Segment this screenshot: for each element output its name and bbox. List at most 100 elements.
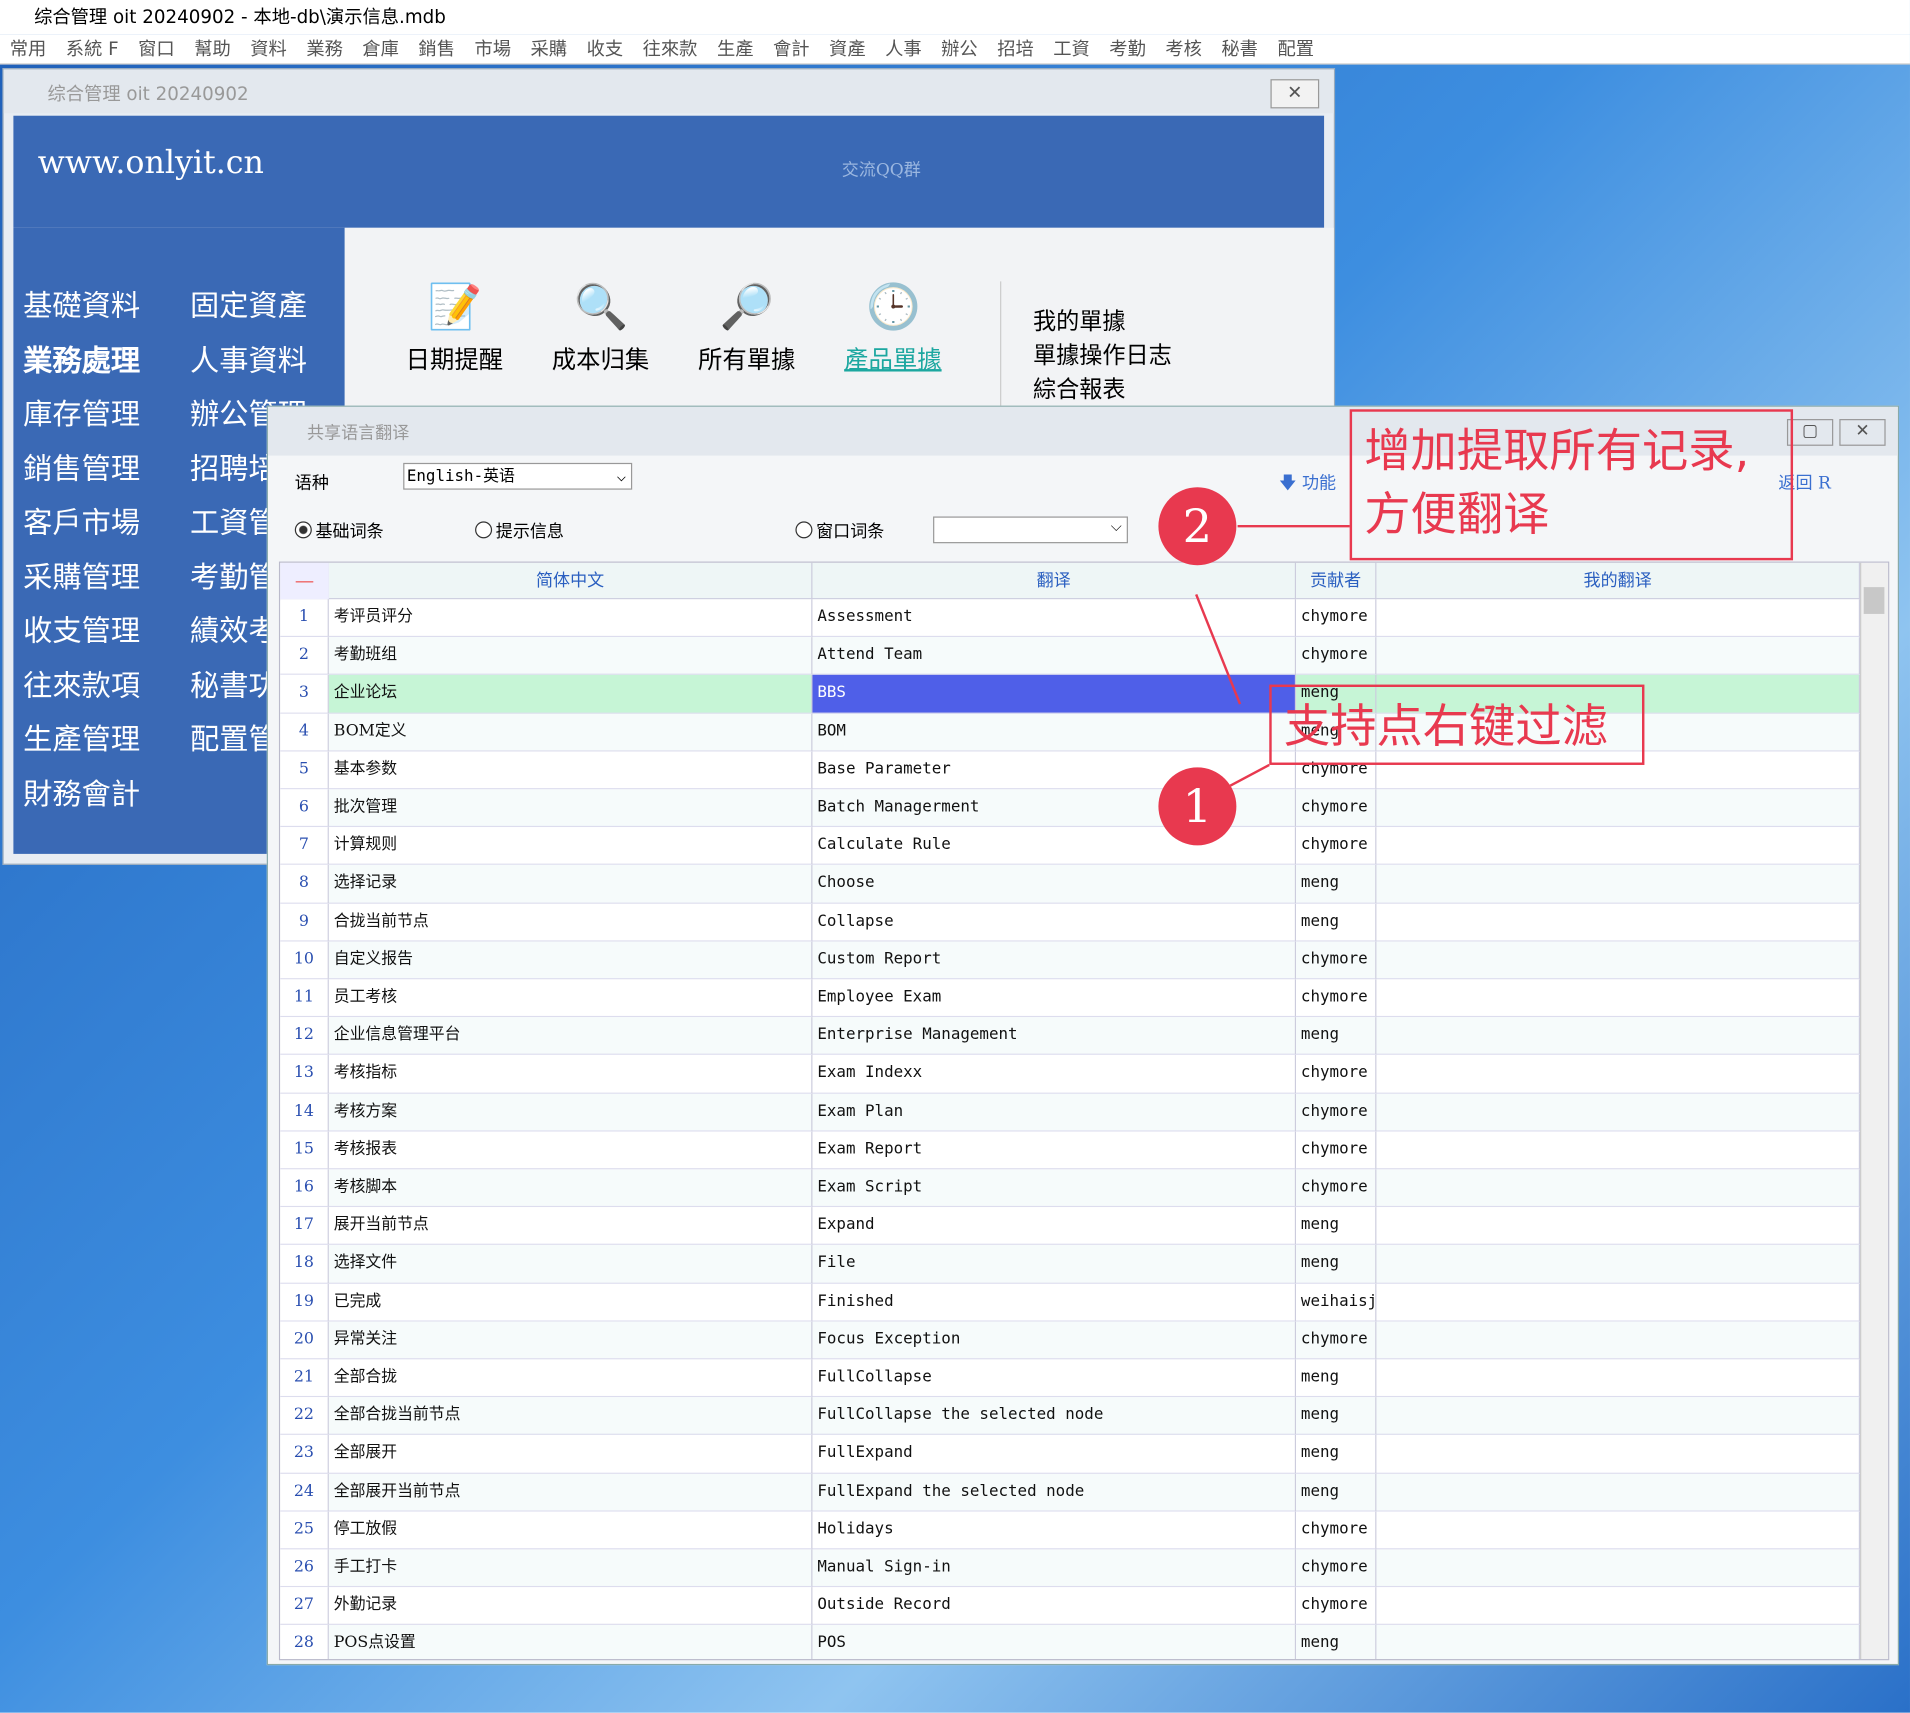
menu-item[interactable]: 窗口 bbox=[138, 37, 175, 60]
cell[interactable]: 9 bbox=[280, 903, 329, 942]
cell[interactable]: meng bbox=[1296, 865, 1377, 904]
cell[interactable] bbox=[1376, 1131, 1861, 1170]
cell[interactable]: chymore bbox=[1296, 1169, 1377, 1208]
cell[interactable]: 异常关注 bbox=[328, 1321, 813, 1360]
menu-item[interactable]: 銷售 bbox=[418, 37, 455, 60]
cell[interactable]: 全部展开当前节点 bbox=[328, 1473, 813, 1512]
cell[interactable]: 考核脚本 bbox=[328, 1169, 813, 1208]
cell[interactable]: BBS bbox=[812, 675, 1297, 714]
cell[interactable]: chymore bbox=[1296, 979, 1377, 1018]
icon-label[interactable]: 成本归集 bbox=[551, 344, 650, 374]
cell[interactable]: meng bbox=[1296, 1359, 1377, 1398]
cell[interactable]: 11 bbox=[280, 979, 329, 1018]
menu-item[interactable]: 秘書 bbox=[1221, 37, 1258, 60]
menu-item[interactable]: 招培 bbox=[997, 37, 1034, 60]
cell[interactable]: chymore bbox=[1296, 1321, 1377, 1360]
close-button[interactable]: ✕ bbox=[1839, 419, 1886, 446]
menu-item[interactable]: 生產 bbox=[716, 37, 754, 60]
icon[interactable]: 🔍 bbox=[573, 282, 629, 333]
nav-item[interactable]: 財務會計 bbox=[23, 776, 141, 811]
cell[interactable]: FullExpand bbox=[812, 1435, 1297, 1474]
menu-item[interactable]: 辦公 bbox=[941, 37, 978, 60]
cell[interactable] bbox=[1376, 637, 1861, 676]
cell[interactable]: meng bbox=[1296, 713, 1377, 752]
cell[interactable] bbox=[1376, 1359, 1861, 1398]
cell[interactable]: 考核方案 bbox=[328, 1093, 813, 1132]
cell[interactable] bbox=[1376, 675, 1861, 714]
cell[interactable] bbox=[1376, 941, 1861, 980]
cell[interactable]: 27 bbox=[280, 1587, 329, 1626]
cell[interactable]: BOM定义 bbox=[328, 713, 813, 752]
menu-item[interactable]: 人事 bbox=[885, 37, 922, 60]
cell[interactable]: POS bbox=[812, 1625, 1297, 1660]
cell[interactable]: 14 bbox=[280, 1093, 329, 1132]
cell[interactable]: 21 bbox=[280, 1359, 329, 1398]
nav-item[interactable]: 庫存管理 bbox=[23, 397, 141, 432]
cell[interactable]: chymore bbox=[1296, 637, 1377, 676]
cell[interactable]: 全部合拢 bbox=[328, 1359, 813, 1398]
cell[interactable]: meng bbox=[1296, 903, 1377, 942]
cell[interactable]: meng bbox=[1296, 1017, 1377, 1056]
cell[interactable]: weihaisjh bbox=[1296, 1283, 1377, 1322]
icon[interactable]: 🔎 bbox=[719, 282, 775, 333]
cell[interactable]: chymore bbox=[1296, 1093, 1377, 1132]
list-item[interactable]: 我的單據 bbox=[1032, 308, 1126, 335]
icon-label[interactable]: 所有單據 bbox=[697, 344, 796, 374]
cell[interactable]: 17 bbox=[280, 1207, 329, 1246]
nav-item[interactable]: 往來款項 bbox=[23, 668, 141, 703]
function-button[interactable]: 🡇 功能 bbox=[1279, 473, 1337, 494]
menu-item[interactable]: 采購 bbox=[530, 37, 568, 60]
cell[interactable]: Outside Record bbox=[812, 1587, 1297, 1626]
cell[interactable]: 考核报表 bbox=[328, 1131, 813, 1170]
list-item[interactable]: 綜合報表 bbox=[1032, 376, 1126, 404]
cell[interactable]: 企业论坛 bbox=[328, 675, 813, 714]
cell[interactable]: Custom Report bbox=[812, 941, 1297, 980]
menu-item[interactable]: 會計 bbox=[772, 37, 810, 60]
column-header[interactable]: 简体中文 bbox=[328, 562, 813, 600]
cell[interactable]: chymore bbox=[1296, 1055, 1377, 1094]
nav-item[interactable]: 生產管理 bbox=[23, 722, 141, 757]
menu-item[interactable]: 工資 bbox=[1053, 37, 1090, 60]
cell[interactable]: 20 bbox=[280, 1321, 329, 1360]
cell[interactable]: 25 bbox=[280, 1511, 329, 1550]
menu-item[interactable]: 幫助 bbox=[194, 37, 231, 60]
cell[interactable]: 15 bbox=[280, 1131, 329, 1170]
cell[interactable]: 员工考核 bbox=[328, 979, 813, 1018]
cell[interactable]: 16 bbox=[280, 1169, 329, 1208]
nav-item[interactable]: 收支管理 bbox=[23, 613, 141, 649]
nav-item[interactable]: 業務處理 bbox=[23, 341, 141, 378]
cell[interactable]: 停工放假 bbox=[328, 1511, 813, 1550]
cell[interactable]: 28 bbox=[280, 1625, 329, 1660]
cell[interactable]: Manual Sign-in bbox=[812, 1549, 1297, 1588]
cell[interactable]: 3 bbox=[280, 675, 329, 714]
cell[interactable]: Holidays bbox=[812, 1511, 1297, 1550]
menu-item[interactable]: 業務 bbox=[306, 37, 343, 60]
cell[interactable]: File bbox=[812, 1245, 1297, 1284]
close-button[interactable]: ✕ bbox=[1270, 79, 1320, 109]
cell[interactable]: 24 bbox=[280, 1473, 329, 1512]
menu-item[interactable]: 收支 bbox=[586, 37, 624, 60]
menu-item[interactable]: 資料 bbox=[250, 37, 287, 60]
cell[interactable]: 18 bbox=[280, 1245, 329, 1284]
icon-label[interactable]: 產品單據 bbox=[844, 344, 942, 374]
column-header[interactable]: 贡献者 bbox=[1296, 562, 1377, 600]
cell[interactable]: 23 bbox=[280, 1435, 329, 1474]
menu-item[interactable]: 資產 bbox=[829, 37, 866, 60]
cell[interactable]: 考勤班组 bbox=[328, 637, 813, 676]
cell[interactable]: Exam Report bbox=[812, 1131, 1297, 1170]
cell[interactable]: Collapse bbox=[812, 903, 1297, 942]
cell[interactable]: meng bbox=[1296, 1245, 1377, 1284]
cell[interactable] bbox=[1376, 827, 1861, 866]
cell[interactable] bbox=[1376, 1055, 1861, 1094]
cell[interactable]: meng bbox=[1296, 675, 1377, 714]
cell[interactable] bbox=[1376, 713, 1861, 752]
cell[interactable] bbox=[1376, 1511, 1861, 1550]
cell[interactable] bbox=[1376, 1245, 1861, 1284]
cell[interactable]: Assessment bbox=[812, 599, 1297, 638]
cell[interactable]: 批次管理 bbox=[328, 789, 813, 828]
cell[interactable] bbox=[1376, 1435, 1861, 1474]
radio[interactable]: 窗口词条 bbox=[795, 519, 884, 543]
cell[interactable] bbox=[1376, 1207, 1861, 1246]
cell[interactable]: chymore bbox=[1296, 789, 1377, 828]
cell[interactable]: 6 bbox=[280, 789, 329, 828]
